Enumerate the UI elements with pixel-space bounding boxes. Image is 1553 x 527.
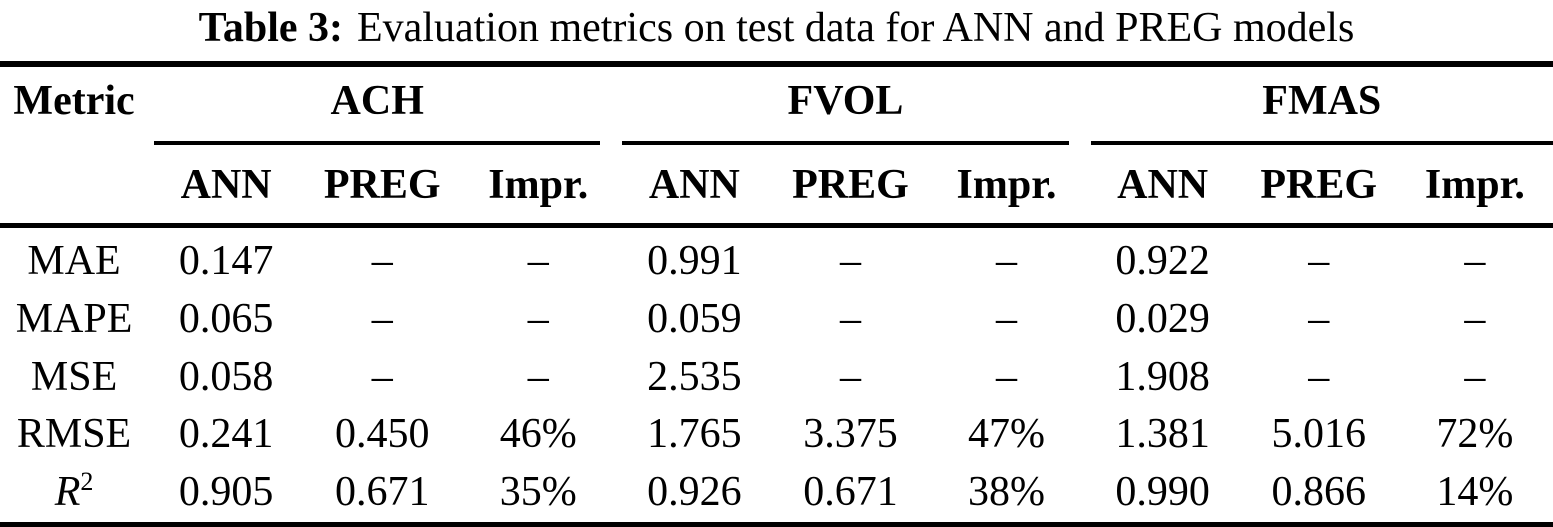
table-cell: 0.029	[1115, 295, 1210, 342]
table-cell: –	[1464, 353, 1486, 400]
table-cell: –	[996, 353, 1018, 400]
sub-header-fmas-ann: ANN	[1084, 145, 1241, 228]
sub-header-fmas-impr: Impr.	[1396, 145, 1553, 228]
sub-header-empty	[0, 145, 149, 228]
table-cell: 0.147	[178, 238, 274, 284]
table-cell: –	[996, 238, 1018, 284]
sub-header-fvol-preg: PREG	[772, 145, 929, 228]
table-cell: 0.671	[803, 469, 898, 516]
table-cell: –	[1308, 238, 1330, 284]
group-header-fvol: FVOL	[616, 64, 1084, 145]
group-header-fvol-label: FVOL	[622, 67, 1069, 145]
table-cell: 0.905	[178, 469, 274, 516]
table-cell: 2.535	[647, 353, 742, 400]
table-cell: –	[1308, 353, 1330, 400]
table-cell: 0.866	[1271, 469, 1366, 516]
sub-header-row: ANN PREG Impr. ANN PREG Impr. ANN PREG I…	[0, 145, 1553, 228]
table-cell: –	[1464, 238, 1486, 284]
group-header-row: Metric ACH FVOL FMAS	[0, 64, 1553, 145]
table-caption: Table 3: Evaluation metrics on test data …	[0, 0, 1553, 61]
group-header-ach: ACH	[148, 64, 616, 145]
table-cell: 0.990	[1115, 469, 1210, 516]
table-cell: 1.381	[1115, 411, 1210, 458]
table-row-r2: R2 0.905 0.671 35% 0.926 0.671 38% 0.990…	[0, 464, 1553, 525]
table-cell: –	[371, 295, 393, 342]
r2-symbol: R	[54, 469, 81, 516]
table-cell: 47%	[968, 411, 1046, 458]
table-cell: –	[1464, 295, 1486, 342]
table-cell: –	[839, 295, 861, 342]
table-caption-text: Evaluation metrics on test data for ANN …	[357, 5, 1355, 51]
table-cell: –	[527, 238, 549, 284]
table-cell: –	[527, 295, 549, 342]
metrics-table: Metric ACH FVOL FMAS ANN PREG Impr. ANN …	[0, 61, 1553, 527]
table-cell: 0.926	[647, 469, 742, 516]
r2-exponent: 2	[80, 467, 94, 497]
group-header-ach-label: ACH	[154, 67, 601, 145]
row-label: MAE	[27, 238, 121, 284]
table-cell: 1.765	[647, 411, 742, 458]
table-cell: 46%	[499, 411, 577, 458]
row-label: MSE	[30, 353, 118, 400]
table-cell: –	[839, 353, 861, 400]
table-cell: –	[839, 238, 861, 284]
table-cell: 0.065	[178, 295, 274, 342]
table-cell: 38%	[968, 469, 1046, 516]
table-cell: 5.016	[1271, 411, 1366, 458]
table-cell: –	[527, 353, 549, 400]
table-cell: 35%	[499, 469, 577, 516]
table-cell: 0.058	[178, 353, 274, 400]
table-row-rmse: RMSE 0.241 0.450 46% 1.765 3.375 47% 1.3…	[0, 406, 1553, 464]
sub-header-fmas-preg: PREG	[1240, 145, 1397, 228]
table-cell: –	[371, 238, 393, 284]
table-cell: 1.908	[1115, 353, 1210, 400]
table-cell: 0.059	[647, 295, 742, 342]
sub-header-fvol-ann: ANN	[616, 145, 773, 228]
table-cell: 72%	[1436, 411, 1514, 458]
table-cell: 0.922	[1115, 238, 1210, 284]
table-cell: 3.375	[803, 411, 898, 458]
table-cell: –	[371, 353, 393, 400]
table-cell: –	[996, 295, 1018, 342]
table-row-mae: MAE 0.147 – – 0.991 – – 0.922 – –	[0, 226, 1553, 291]
table-caption-tag: Table 3:	[198, 5, 343, 51]
row-label: RMSE	[16, 411, 132, 458]
row-label: MAPE	[15, 295, 133, 342]
table-cell: 0.450	[334, 411, 430, 458]
row-label: R2	[0, 464, 148, 525]
sub-header-ach-impr: Impr.	[460, 145, 617, 228]
column-header-metric: Metric	[13, 78, 135, 124]
sub-header-ach-ann: ANN	[148, 145, 305, 228]
table-row-mape: MAPE 0.065 – – 0.059 – – 0.029 – –	[0, 291, 1553, 349]
group-header-fmas: FMAS	[1085, 64, 1553, 145]
table-cell: 0.991	[647, 238, 742, 284]
sub-header-fvol-impr: Impr.	[928, 145, 1085, 228]
table-cell: 14%	[1436, 469, 1514, 516]
table-cell: 0.671	[334, 469, 430, 516]
table-cell: 0.241	[178, 411, 274, 458]
table-row-mse: MSE 0.058 – – 2.535 – – 1.908 – –	[0, 349, 1553, 407]
sub-header-ach-preg: PREG	[304, 145, 461, 228]
table-cell: –	[1308, 295, 1330, 342]
group-header-fmas-label: FMAS	[1090, 67, 1553, 145]
